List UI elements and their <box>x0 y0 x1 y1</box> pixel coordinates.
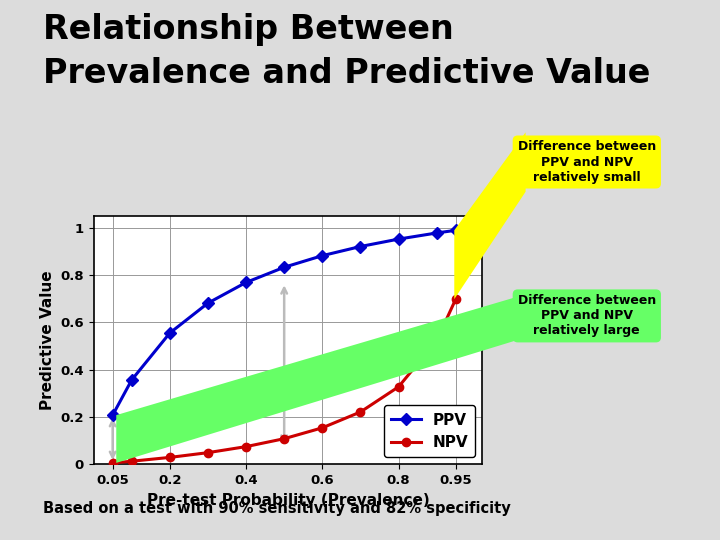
Polygon shape <box>116 294 526 463</box>
PPV <box>432 230 441 236</box>
NPV <box>451 296 460 302</box>
PPV <box>451 227 460 233</box>
NPV <box>242 443 251 450</box>
Text: Relationship Between: Relationship Between <box>43 14 454 46</box>
PPV <box>166 330 174 336</box>
NPV <box>204 449 212 456</box>
NPV <box>356 409 365 415</box>
PPV <box>280 264 289 271</box>
NPV <box>280 435 289 442</box>
NPV <box>432 338 441 344</box>
X-axis label: Pre-test Probability (Prevalence): Pre-test Probability (Prevalence) <box>147 492 429 508</box>
NPV <box>127 458 136 464</box>
Text: Based on a test with 90% sensitivity and 82% specificity: Based on a test with 90% sensitivity and… <box>43 501 511 516</box>
PPV <box>108 412 117 418</box>
NPV <box>108 460 117 466</box>
PPV <box>318 252 327 259</box>
NPV <box>395 383 403 390</box>
NPV <box>318 424 327 431</box>
Legend: PPV, NPV: PPV, NPV <box>384 405 475 457</box>
Y-axis label: Predictive Value: Predictive Value <box>40 271 55 410</box>
Text: Prevalence and Predictive Value: Prevalence and Predictive Value <box>43 57 651 90</box>
Line: NPV: NPV <box>109 295 460 467</box>
NPV <box>166 454 174 461</box>
PPV <box>127 377 136 383</box>
Polygon shape <box>454 132 526 299</box>
PPV <box>395 236 403 242</box>
PPV <box>242 279 251 286</box>
Text: Difference between
PPV and NPV
relatively large: Difference between PPV and NPV relativel… <box>518 294 656 338</box>
PPV <box>204 300 212 306</box>
Line: PPV: PPV <box>109 226 460 419</box>
Text: Difference between
PPV and NPV
relatively small: Difference between PPV and NPV relativel… <box>518 140 656 184</box>
PPV <box>356 243 365 249</box>
